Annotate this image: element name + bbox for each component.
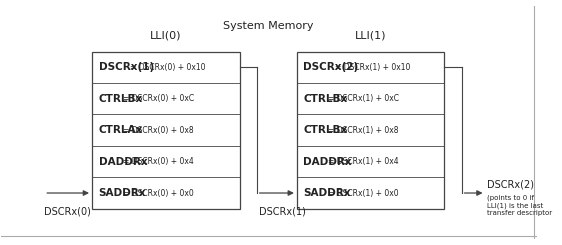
Text: = DSCRx(1) + 0xC: = DSCRx(1) + 0xC [328, 94, 398, 103]
Text: CTRLBx: CTRLBx [303, 94, 348, 104]
Bar [297, 51, 445, 209]
Text: DSCRx(1): DSCRx(1) [259, 206, 306, 216]
Text: = DSCRx(1) + 0x8: = DSCRx(1) + 0x8 [328, 126, 398, 135]
Text: System Memory: System Memory [223, 21, 314, 31]
Text: = DSCRx(1) + 0x0: = DSCRx(1) + 0x0 [328, 188, 398, 197]
Text: DSCRx(2): DSCRx(2) [487, 179, 534, 189]
Text: LLI(0): LLI(0) [150, 30, 182, 40]
Text: DADDRx: DADDRx [98, 157, 147, 167]
Text: CTRLBx: CTRLBx [98, 94, 143, 104]
Text: DADDRx: DADDRx [303, 157, 352, 167]
Text: DSCRx(1): DSCRx(1) [98, 62, 154, 72]
Text: = DSCRx(0) + 0xC: = DSCRx(0) + 0xC [123, 94, 194, 103]
Text: = DSCRx(0) + 0x4: = DSCRx(0) + 0x4 [123, 157, 193, 166]
Text: = DSCRx(0) + 0x0: = DSCRx(0) + 0x0 [123, 188, 193, 197]
Text: CTRLBx: CTRLBx [303, 125, 348, 135]
Bar [92, 51, 239, 209]
Text: SADDRx: SADDRx [98, 188, 146, 198]
Text: LLI(1): LLI(1) [355, 30, 387, 40]
Text: DSCRx(0): DSCRx(0) [44, 206, 91, 216]
Text: = DSCRx(0) + 0x10: = DSCRx(0) + 0x10 [130, 63, 206, 72]
Text: = DSCRx(0) + 0x8: = DSCRx(0) + 0x8 [123, 126, 193, 135]
Text: SADDRx: SADDRx [303, 188, 351, 198]
Text: CTRLAx: CTRLAx [98, 125, 143, 135]
Text: = DSCRx(1) + 0x4: = DSCRx(1) + 0x4 [328, 157, 398, 166]
Text: DSCRx(2): DSCRx(2) [303, 62, 359, 72]
Text: = DSCRx(1) + 0x10: = DSCRx(1) + 0x10 [335, 63, 410, 72]
Text: (points to 0 if
LLI(1) is the last
transfer descriptor: (points to 0 if LLI(1) is the last trans… [487, 195, 552, 216]
